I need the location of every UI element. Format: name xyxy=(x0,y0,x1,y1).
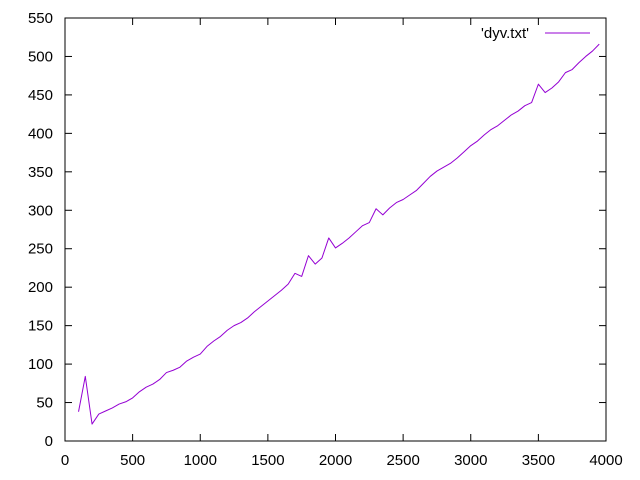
series-line xyxy=(78,43,600,425)
tick-layer: 0 500 1000 1500 2000 2500 3000 3500 4000 0 50 100 15… xyxy=(28,10,623,469)
y-tick-label: 450 xyxy=(28,87,53,104)
y-tick-label: 350 xyxy=(28,164,53,181)
x-tick-label: 3000 xyxy=(454,452,487,469)
x-tick-label: 2500 xyxy=(386,452,419,469)
y-tick-label: 250 xyxy=(28,241,53,258)
x-tick-label: 3500 xyxy=(522,452,555,469)
y-tick-label: 150 xyxy=(28,318,53,335)
x-tick-label: 2000 xyxy=(319,452,352,469)
x-tick-label: 1500 xyxy=(251,452,284,469)
y-tick-label: 200 xyxy=(28,279,53,296)
y-tick-label: 0 xyxy=(45,433,53,450)
y-tick-label: 300 xyxy=(28,202,53,219)
x-tick-label: 500 xyxy=(120,452,145,469)
y-tick-label: 400 xyxy=(28,125,53,142)
y-tick-label: 550 xyxy=(28,10,53,27)
y-tick-label: 500 xyxy=(28,48,53,65)
legend-label: 'dyv.txt' xyxy=(481,25,529,42)
x-tick-label: 4000 xyxy=(589,452,622,469)
legend: 'dyv.txt' xyxy=(481,25,590,42)
x-tick-label: 1000 xyxy=(184,452,217,469)
y-tick-label: 50 xyxy=(36,395,53,412)
series-layer xyxy=(78,43,600,425)
y-tick-label: 100 xyxy=(28,356,53,373)
plot-frame xyxy=(64,17,607,442)
x-tick-label: 0 xyxy=(61,452,69,469)
